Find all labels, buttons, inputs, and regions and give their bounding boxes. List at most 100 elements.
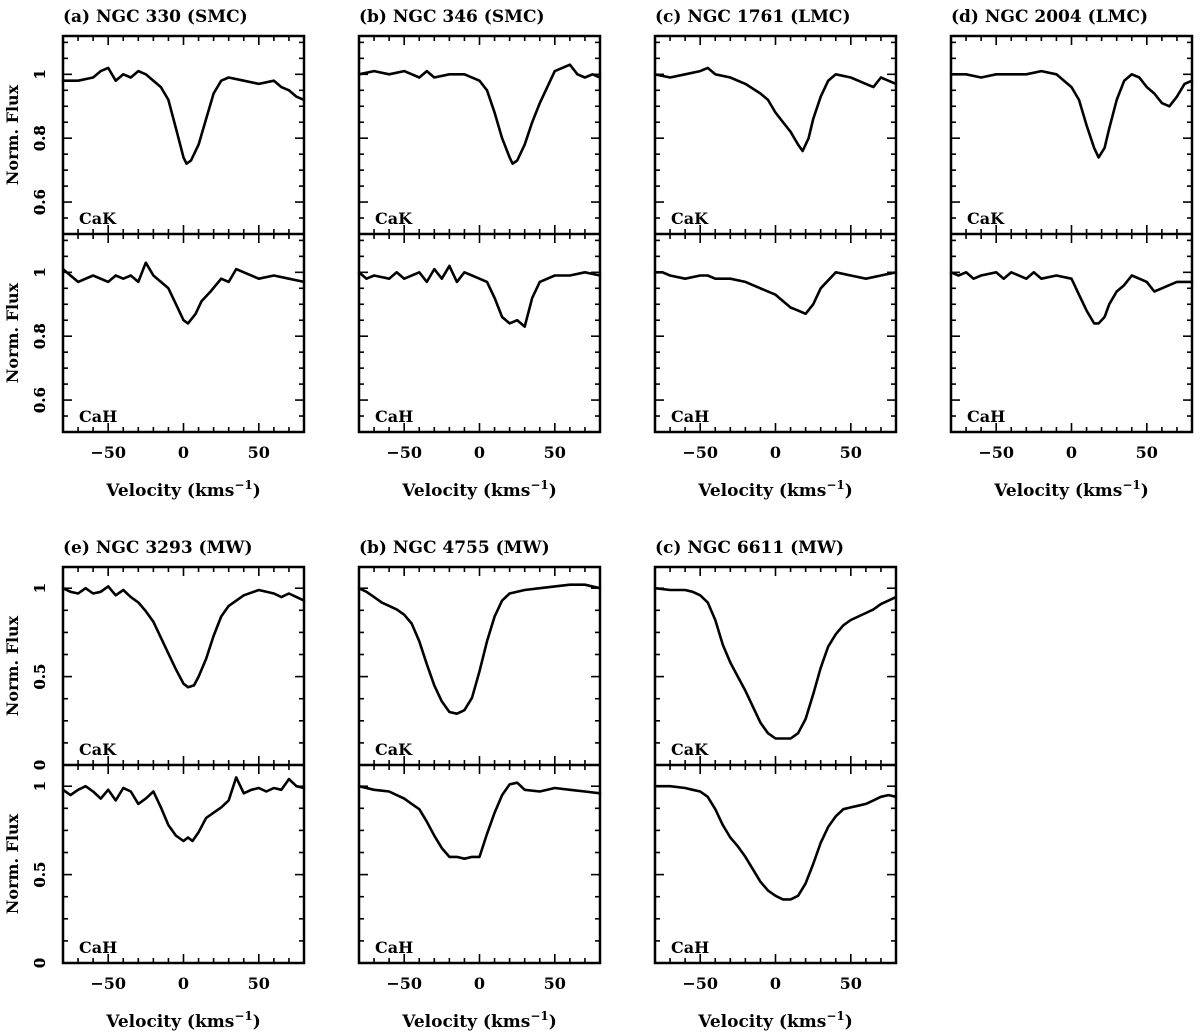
y-tick-label: 0.5 [31,862,49,888]
panel-label: CaH [967,407,1005,426]
panel-cak: 0.6 0.8 1 CaK [31,36,898,235]
series-line [949,271,1194,325]
x-axis-label: Velocity (kms−1) [105,478,261,501]
y-tick-label: 0.8 [31,323,49,349]
y-tick-label: 1 [31,781,49,791]
y-tick-label: 0.6 [31,189,49,215]
panel-cah: 0 0.5 1 CaH [31,765,898,968]
x-tick-label: 50 [840,974,862,993]
x-tick-label: 50 [1136,443,1158,462]
y-tick-label: 1 [31,69,49,79]
x-tick-label: 50 [544,974,566,993]
chart-title: (e) NGC 3293 (MW) [63,538,253,558]
y-tick-label: 0.5 [31,664,49,690]
panel-label: CaH [671,407,709,426]
y-tick-label: 0.8 [31,125,49,151]
x-tick-label: −50 [90,974,126,993]
y-tick-label: 0.5 [31,862,49,888]
y-tick-label: 1 [31,583,49,593]
panel-label: CaK [967,209,1005,228]
y-tick-label: 1 [31,69,49,79]
x-tick-label: −50 [682,974,718,993]
y-tick-label: 0.5 [31,664,49,690]
x-tick-label: 0 [474,974,485,993]
x-tick-label: 50 [248,974,270,993]
panel-label: CaH [79,407,117,426]
chart-title: (b) NGC 4755 (MW) [359,538,550,558]
x-tick-label: 0 [770,443,781,462]
chart-3: (c) NGC 1761 (LMC) 0.6 0.8 1 CaK 0.6 0.8 1 CaH −5… [31,7,898,501]
y-tick-label: 1 [31,781,49,791]
x-tick-label: 50 [840,443,862,462]
y-tick-label: 0.6 [31,387,49,413]
chart-title: (d) NGC 2004 (LMC) [951,7,1148,27]
x-tick-label: 0 [1066,443,1077,462]
panel-label: CaH [375,407,413,426]
panel-cak: 0.6 0.8 1 CaK [31,36,306,235]
series-line [61,585,306,689]
x-tick-label: 50 [544,443,566,462]
series-line [949,69,1194,159]
y-tick-label: 0.6 [31,189,49,215]
chart-title: (a) NGC 330 (SMC) [63,7,248,27]
y-tick-label: 1 [31,69,49,79]
panel-label: CaK [375,740,413,759]
y-tick-label: 0.6 [31,387,49,413]
series-line [61,776,306,843]
y-tick-label: 0.8 [31,323,49,349]
chart-2: (b) NGC 346 (SMC) 0.6 0.8 1 CaK 0.6 0.8 1 CaH −50… [31,7,602,501]
panel-label: CaH [375,938,413,957]
y-tick-label: 1 [31,69,49,79]
panel-cah: 0.6 0.8 1 CaH [31,234,306,433]
chart-title: (c) NGC 1761 (LMC) [655,7,850,27]
panel-label: CaK [375,209,413,228]
chart-7: (c) NGC 6611 (MW) 0 0.5 1 CaK 0 0.5 1 CaH −50 0 50 V… [31,538,898,1032]
y-tick-label: 0.8 [31,323,49,349]
x-tick-label: −50 [386,974,422,993]
y-tick-label: 1 [31,583,49,593]
y-tick-label: 1 [31,267,49,277]
x-axis-label: Velocity (kms−1) [401,1009,557,1032]
series-line [653,66,898,153]
y-tick-label: 0.8 [31,323,49,349]
y-tick-label: 0.6 [31,189,49,215]
y-tick-label: 0 [31,958,49,968]
y-tick-label: 0.6 [31,387,49,413]
series-line [357,63,602,165]
y-tick-label: 0.8 [31,125,49,151]
panel-cak: 0.6 0.8 1 CaK [31,36,1194,235]
x-axis-label: Velocity (kms−1) [993,478,1149,501]
y-tick-label: 1 [31,267,49,277]
series-line [653,784,898,901]
y-tick-label: 0 [31,760,49,770]
y-tick-label: 0.6 [31,387,49,413]
chart-4: (d) NGC 2004 (LMC) 0.6 0.8 1 CaK 0.6 0.8 1 CaH −5… [31,7,1194,501]
y-tick-label: 1 [31,781,49,791]
x-tick-label: 0 [178,974,189,993]
y-axis-label: Norm. Flux [3,813,22,914]
x-axis-label: Velocity (kms−1) [697,478,853,501]
y-tick-label: 0.6 [31,189,49,215]
x-axis-label: Velocity (kms−1) [105,1009,261,1032]
x-tick-label: −50 [682,443,718,462]
y-tick-label: 0.5 [31,862,49,888]
y-tick-label: 0.5 [31,664,49,690]
y-tick-label: 0 [31,760,49,770]
y-tick-label: 1 [31,583,49,593]
chart-6: (b) NGC 4755 (MW) 0 0.5 1 CaK 0 0.5 1 CaH −50 0 50 V… [31,538,602,1032]
panel-cak: 0 0.5 1 CaK [31,567,602,770]
panel-label: CaK [79,740,117,759]
panel-cah: 0.6 0.8 1 CaH [31,234,898,433]
y-tick-label: 0 [31,958,49,968]
y-tick-label: 1 [31,267,49,277]
x-tick-label: 0 [770,974,781,993]
panel-label: CaH [671,938,709,957]
x-tick-label: −50 [978,443,1014,462]
chart-title: (b) NGC 346 (SMC) [359,7,545,27]
y-tick-label: 0 [31,760,49,770]
chart-5: (e) NGC 3293 (MW) 0 0.5 1 CaK 0 0.5 1 CaH −50 0 50 V… [3,538,306,1032]
y-tick-label: 0.8 [31,125,49,151]
panel-cah: 0 0.5 1 CaH [31,765,306,968]
panel-cak: 0 0.5 1 CaK [31,567,898,770]
